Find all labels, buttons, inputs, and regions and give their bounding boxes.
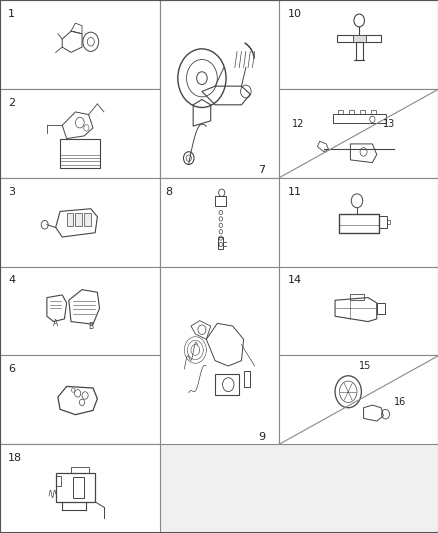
Text: 6: 6 — [8, 364, 15, 374]
Text: 2: 2 — [8, 98, 15, 108]
Bar — [279, 266, 438, 356]
Bar — [359, 110, 364, 114]
Bar — [279, 177, 438, 266]
Bar — [73, 477, 84, 498]
Bar — [279, 356, 438, 444]
Text: 9: 9 — [257, 432, 265, 442]
Text: 3: 3 — [8, 187, 15, 197]
Bar — [159, 177, 279, 266]
Bar — [0, 177, 159, 266]
Text: 18: 18 — [8, 453, 22, 463]
Bar — [348, 110, 353, 114]
Bar — [0, 89, 159, 177]
Text: 15: 15 — [358, 361, 371, 371]
Text: A: A — [53, 319, 58, 328]
Bar — [350, 294, 363, 300]
Bar — [355, 42, 362, 60]
Bar — [336, 35, 380, 42]
Bar — [218, 237, 223, 249]
Bar — [0, 266, 159, 356]
Bar — [337, 110, 343, 114]
Bar — [75, 213, 82, 227]
Text: 16: 16 — [393, 397, 406, 407]
Bar — [84, 213, 91, 227]
Bar — [243, 372, 250, 387]
Text: B: B — [88, 322, 93, 332]
Bar — [352, 35, 365, 42]
Text: 10: 10 — [287, 9, 300, 19]
Text: 11: 11 — [287, 187, 300, 197]
Bar — [370, 110, 375, 114]
Text: 7: 7 — [257, 165, 265, 175]
Bar — [279, 89, 438, 177]
Text: 12: 12 — [291, 119, 304, 130]
Bar — [0, 0, 159, 89]
Bar — [386, 220, 389, 224]
Bar — [60, 139, 99, 168]
Bar — [71, 467, 88, 473]
Bar — [56, 473, 95, 502]
Bar — [0, 356, 159, 444]
Bar — [159, 0, 279, 177]
Text: 4: 4 — [8, 276, 15, 285]
Bar — [378, 216, 386, 229]
Bar — [67, 213, 73, 227]
Bar — [159, 266, 279, 444]
Text: 1: 1 — [8, 9, 15, 19]
Bar — [279, 0, 438, 89]
Bar — [332, 114, 385, 123]
Bar — [339, 214, 378, 233]
Bar — [0, 444, 159, 533]
Text: 14: 14 — [287, 276, 301, 285]
Text: 13: 13 — [382, 119, 395, 130]
Bar — [215, 374, 239, 395]
Bar — [376, 303, 384, 313]
Bar — [56, 477, 61, 486]
Text: 8: 8 — [165, 187, 172, 197]
